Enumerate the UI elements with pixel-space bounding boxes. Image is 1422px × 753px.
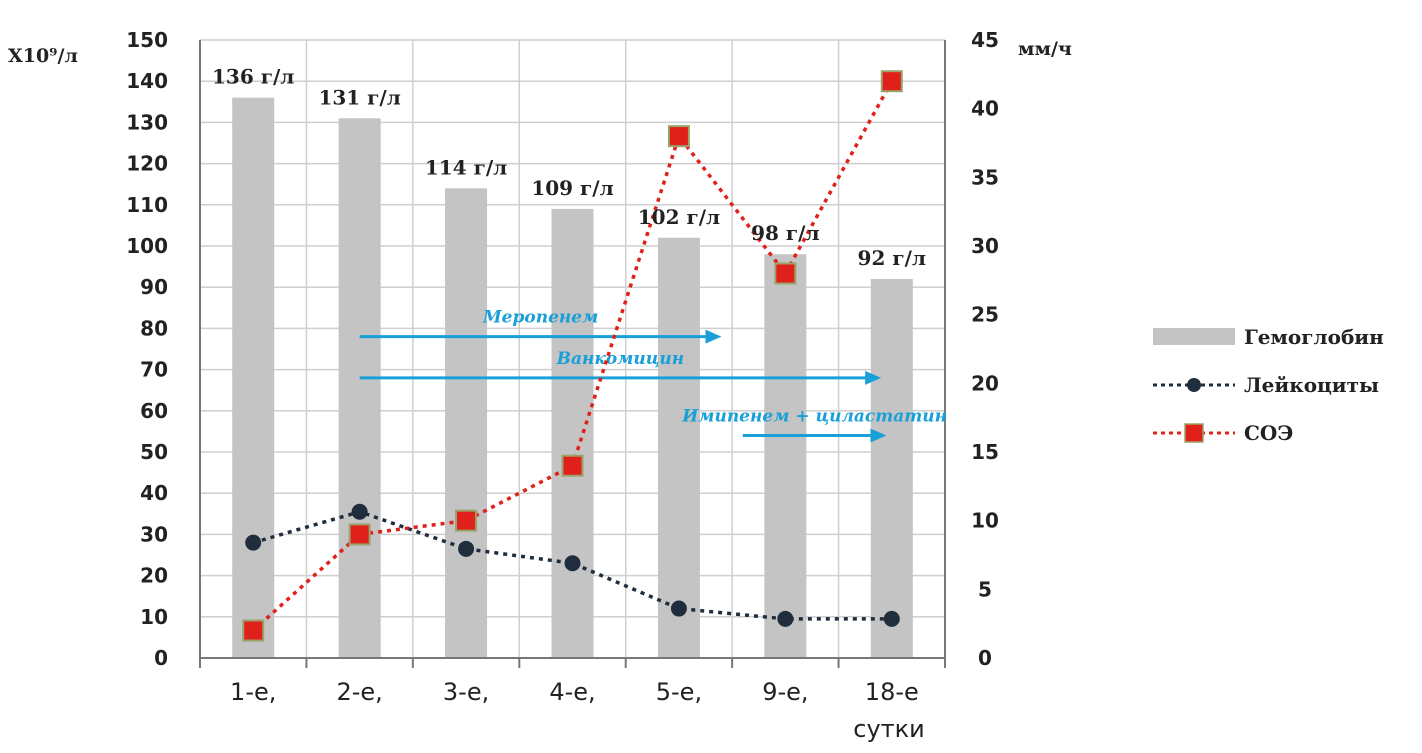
right-tick-label: 0 — [978, 646, 992, 670]
x-tick-label: 1-е, — [230, 678, 276, 706]
esr-point — [561, 454, 584, 477]
esr-point — [455, 509, 478, 532]
left-tick-label: 120 — [126, 152, 168, 176]
left-tick-label: 70 — [140, 358, 168, 382]
right-tick-label: 15 — [971, 440, 999, 464]
x-tick-label: 4-е, — [549, 678, 595, 706]
left-tick-label: 130 — [126, 110, 168, 134]
annotation-label: Ванкомицин — [556, 349, 685, 369]
hemoglobin-value-label: 131 г/л — [318, 85, 400, 109]
annotation-arrowhead — [865, 370, 882, 385]
right-tick-label: 40 — [971, 97, 999, 121]
left-tick-label: 140 — [126, 69, 168, 93]
left-tick-label: 80 — [140, 316, 168, 340]
hemoglobin-bar — [232, 97, 275, 659]
legend-label-leukocytes: Лейкоциты — [1244, 373, 1379, 397]
x-axis-caption: сутки — [853, 715, 924, 743]
hemoglobin-value-label: 109 г/л — [531, 176, 613, 200]
legend-label-esr: СОЭ — [1244, 421, 1293, 445]
hemoglobin-value-label: 92 г/л — [858, 246, 926, 270]
leukocytes-point — [883, 610, 900, 627]
line-series — [242, 70, 903, 642]
right-tick-label: 25 — [971, 303, 999, 327]
leukocytes-point — [777, 610, 794, 627]
esr-point — [880, 70, 903, 93]
x-tick-label: 2-е, — [336, 678, 382, 706]
legend-marker-esr — [1184, 423, 1204, 443]
hemoglobin-bar — [764, 254, 807, 659]
leukocytes-point — [351, 503, 368, 520]
hemoglobin-bar — [445, 188, 488, 658]
left-tick-label: 30 — [140, 522, 168, 546]
left-tick-label: 60 — [140, 399, 168, 423]
left-tick-label: 100 — [126, 234, 168, 258]
hemoglobin-bar — [551, 208, 594, 659]
right-tick-label: 5 — [978, 577, 992, 601]
hemoglobin-value-label: 114 г/л — [425, 155, 507, 179]
x-tick-label: 9-е, — [762, 678, 808, 706]
esr-point — [667, 125, 690, 148]
hemoglobin-bar — [338, 118, 381, 658]
left-tick-label: 50 — [140, 440, 168, 464]
esr-point — [242, 619, 265, 642]
hemoglobin-bar — [870, 278, 913, 658]
hemoglobin-value-label: 98 г/л — [751, 221, 819, 245]
esr-point — [348, 523, 371, 546]
leukocytes-point — [245, 534, 262, 551]
right-axis-label: мм/ч — [1018, 38, 1072, 60]
right-tick-label: 10 — [971, 509, 999, 533]
grid-lines — [199, 39, 946, 659]
right-tick-label: 35 — [971, 165, 999, 189]
hemoglobin-bar — [657, 237, 700, 658]
esr-point — [774, 262, 797, 285]
legend-label-hemoglobin: Гемоглобин — [1244, 325, 1384, 349]
annotation-label: Меропенем — [482, 308, 598, 328]
leukocytes-point — [670, 600, 687, 617]
legend-marker-leukocytes — [1187, 378, 1201, 392]
right-tick-label: 45 — [971, 28, 999, 52]
right-tick-label: 30 — [971, 234, 999, 258]
left-tick-label: 40 — [140, 481, 168, 505]
antibiotic-annotations: Меропенем Ванкомицин Имипенем + циластатин — [359, 308, 947, 443]
left-tick-label: 90 — [140, 275, 168, 299]
left-tick-label: 20 — [140, 564, 168, 588]
legend-swatch-hemoglobin — [1153, 328, 1235, 345]
annotation-arrowhead — [870, 428, 887, 443]
left-tick-label: 0 — [154, 646, 168, 670]
x-tick-label: 3-е, — [443, 678, 489, 706]
left-tick-label: 150 — [126, 28, 168, 52]
x-tick-label: 18-е — [865, 678, 919, 706]
hemoglobin-bars — [232, 97, 913, 659]
left-tick-label: 10 — [140, 605, 168, 629]
left-tick-label: 110 — [126, 193, 168, 217]
left-axis-label: Х10⁹/л — [8, 45, 78, 67]
hemoglobin-value-label: 136 г/л — [212, 65, 294, 89]
leukocytes-point — [564, 555, 581, 572]
hemoglobin-value-label: 102 г/л — [638, 205, 720, 229]
annotation-label: Имипенем + циластатин — [681, 407, 947, 427]
legend: Гемоглобин Лейкоциты СОЭ — [1153, 325, 1384, 445]
x-tick-label: 5-е, — [656, 678, 702, 706]
axes: 0 10 20 30 40 50 60 70 80 90 100 110 120 130 140 150 0 5 1… — [126, 28, 999, 706]
leukocytes-point — [458, 540, 475, 557]
bar-value-labels: 136 г/л 131 г/л 114 г/л 109 г/л 102 г/л 98 г/… — [212, 65, 926, 270]
annotation-arrowhead — [705, 329, 722, 344]
right-tick-label: 20 — [971, 371, 999, 395]
